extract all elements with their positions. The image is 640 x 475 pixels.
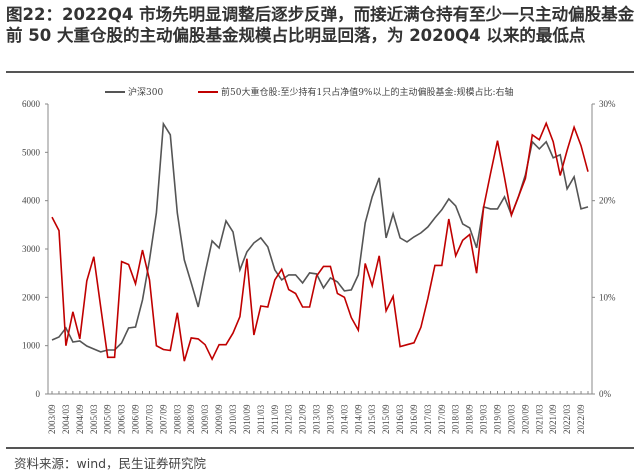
x-tick-label: 2016/09 — [409, 404, 419, 434]
x-tick-label: 2015/09 — [381, 404, 391, 434]
legend-label-1: 沪深300 — [128, 86, 163, 98]
x-tick-label: 2022/09 — [576, 404, 586, 434]
x-tick-label: 2009/09 — [214, 404, 224, 434]
x-tick-label: 2022/03 — [562, 404, 572, 434]
x-tick-label: 2016/03 — [395, 404, 405, 434]
x-tick-label: 2008/03 — [172, 404, 182, 434]
x-tick-label: 2004/03 — [61, 404, 71, 434]
x-tick-label: 2007/03 — [144, 404, 154, 434]
x-tick-label: 2008/09 — [186, 404, 196, 434]
x-tick-label: 2010/03 — [228, 404, 238, 434]
x-tick-label: 2004/09 — [75, 404, 85, 434]
x-tick-label: 2006/09 — [131, 404, 141, 434]
left-tick-label: 6000 — [22, 99, 41, 109]
left-tick-label: 3000 — [22, 244, 41, 254]
series-line-2 — [51, 121, 589, 362]
x-tick-label: 2015/03 — [367, 404, 377, 434]
x-tick-label: 2005/09 — [103, 404, 113, 434]
x-tick-label: 2006/03 — [117, 404, 127, 434]
legend-label-2: 前50大重仓股:至少持有1只占净值9%以上的主动偏股基金:规模占比:右轴 — [221, 86, 514, 98]
x-tick-label: 2011/03 — [256, 404, 266, 434]
series-line-1 — [51, 121, 589, 353]
x-tick-label: 2020/03 — [506, 404, 516, 434]
right-tick-label: 20% — [599, 196, 616, 206]
x-tick-label: 2014/09 — [353, 404, 363, 434]
top-divider — [6, 71, 634, 73]
left-tick-label: 5000 — [22, 147, 41, 157]
right-tick-label: 0% — [599, 389, 612, 399]
x-tick-label: 2009/03 — [200, 404, 210, 434]
figure-title: 图22：2022Q4 市场先明显调整后逐步反弹，而接近满仓持有至少一只主动偏股基… — [6, 5, 635, 45]
x-tick-label: 2017/03 — [423, 404, 433, 434]
x-tick-label: 2014/03 — [339, 404, 349, 434]
bottom-divider — [6, 447, 634, 449]
right-tick-label: 10% — [599, 292, 616, 302]
x-tick-label: 2013/03 — [312, 404, 322, 434]
x-tick-label: 2021/03 — [534, 404, 544, 434]
x-tick-label: 2018/03 — [451, 404, 461, 434]
left-tick-label: 2000 — [22, 292, 41, 302]
x-tick-label: 2019/09 — [493, 404, 503, 434]
right-tick-label: 30% — [599, 99, 616, 109]
x-tick-label: 2012/09 — [298, 404, 308, 434]
x-tick-label: 2018/09 — [465, 404, 475, 434]
x-tick-label: 2005/03 — [89, 404, 99, 434]
left-tick-label: 1000 — [22, 341, 41, 351]
x-tick-label: 2007/09 — [158, 404, 168, 434]
x-tick-label: 2017/09 — [437, 404, 447, 434]
x-tick-label: 2019/03 — [479, 404, 489, 434]
x-tick-label: 2012/03 — [284, 404, 294, 434]
source-note: 资料来源：wind，民生证券研究院 — [14, 456, 207, 471]
x-tick-label: 2013/09 — [325, 404, 335, 434]
x-tick-label: 2011/09 — [270, 404, 280, 434]
left-tick-label: 0 — [36, 389, 41, 399]
x-tick-label: 2021/09 — [548, 404, 558, 434]
left-tick-label: 4000 — [22, 196, 41, 206]
x-tick-label: 2003/09 — [47, 404, 57, 434]
x-tick-label: 2010/09 — [242, 404, 252, 434]
x-tick-label: 2020/09 — [520, 404, 530, 434]
